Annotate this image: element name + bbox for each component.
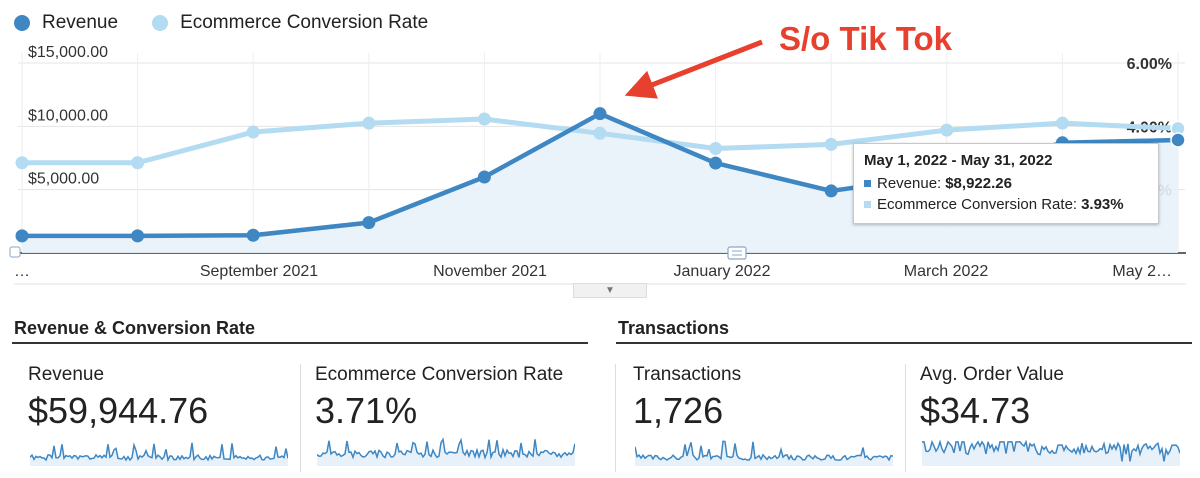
chart-tooltip: May 1, 2022 - May 31, 2022 Revenue: $8,9… xyxy=(853,143,1159,224)
tooltip-row-conversion: Ecommerce Conversion Rate: 3.93% xyxy=(864,196,1148,213)
sparkline xyxy=(317,437,575,466)
point-revenue[interactable] xyxy=(1170,132,1186,148)
point-revenue[interactable] xyxy=(362,216,376,230)
annotation-arrow xyxy=(624,39,763,99)
point-conversion-rate[interactable] xyxy=(131,156,145,170)
tooltip-square-conversion-icon xyxy=(864,201,871,208)
y-tick-label: $10,000.00 xyxy=(28,107,108,124)
sparkline xyxy=(30,442,288,466)
tooltip-label-revenue: Revenue: xyxy=(877,175,942,192)
sparkline-line xyxy=(30,442,288,463)
section-rule-right xyxy=(616,342,1192,344)
tooltip-row-revenue: Revenue: $8,922.26 xyxy=(864,175,1148,192)
point-conversion-rate[interactable] xyxy=(246,125,260,139)
sparkline-fill xyxy=(922,441,1180,466)
point-conversion-rate[interactable] xyxy=(709,142,723,155)
sparkline-line xyxy=(922,439,1180,462)
x-tick-label: November 2021 xyxy=(433,263,547,280)
metric-transactions[interactable]: Transactions 1,726 xyxy=(633,364,903,474)
point-conversion-rate[interactable] xyxy=(477,112,491,126)
sparkline-fill xyxy=(317,439,575,466)
metric-value: $59,944.76 xyxy=(28,390,209,431)
caret-down-icon: ▼ xyxy=(605,285,615,296)
annotation-marker-icon[interactable] xyxy=(727,246,747,260)
chart-legend: Revenue Ecommerce Conversion Rate xyxy=(14,12,462,34)
point-revenue[interactable] xyxy=(15,229,29,243)
legend-item-conversion-rate[interactable]: Ecommerce Conversion Rate xyxy=(152,12,428,34)
section-rule-left xyxy=(12,342,588,344)
sparkline-fill xyxy=(635,441,893,466)
metric-conversion-rate[interactable]: Ecommerce Conversion Rate 3.71% xyxy=(315,364,585,474)
metric-revenue[interactable]: Revenue $59,944.76 xyxy=(28,364,298,474)
tooltip-title: May 1, 2022 - May 31, 2022 xyxy=(864,152,1053,169)
point-revenue[interactable] xyxy=(824,184,838,198)
x-tick-label: May 2… xyxy=(1112,263,1172,280)
x-tick-label: March 2022 xyxy=(904,263,989,280)
y-tick-label: $5,000.00 xyxy=(28,171,99,188)
y2-tick-label: 6.00% xyxy=(1127,56,1172,73)
chart-collapse-button[interactable]: ▼ xyxy=(573,283,647,298)
sparkline-line xyxy=(635,440,893,462)
x-tick-label: September 2021 xyxy=(200,263,318,280)
data-points xyxy=(15,107,1186,243)
metric-label: Avg. Order Value xyxy=(920,364,1064,385)
metric-label: Ecommerce Conversion Rate xyxy=(315,364,564,385)
metric-value: $34.73 xyxy=(920,390,1031,431)
legend-dot-conversion-icon xyxy=(152,15,169,31)
metric-label: Revenue xyxy=(28,364,105,385)
metric-value: 1,726 xyxy=(633,390,724,431)
sparkline xyxy=(635,440,893,466)
tooltip-square-revenue-icon xyxy=(864,180,871,187)
point-revenue[interactable] xyxy=(709,156,723,170)
tooltip-value-conversion: 3.93% xyxy=(1081,196,1124,213)
axes: $15,000.00$10,000.00$5,000.006.00%4.00%%… xyxy=(14,44,1186,280)
point-conversion-rate[interactable] xyxy=(1055,116,1069,130)
point-revenue[interactable] xyxy=(593,107,607,121)
point-conversion-rate[interactable] xyxy=(940,123,954,137)
metric-avg-order-value[interactable]: Avg. Order Value $34.73 xyxy=(920,364,1190,474)
legend-item-revenue[interactable]: Revenue xyxy=(14,12,118,34)
x-tick-label: January 2022 xyxy=(674,263,771,280)
annotation-marker-icon[interactable] xyxy=(9,246,21,258)
point-conversion-rate[interactable] xyxy=(15,156,29,170)
sparkline-line xyxy=(317,437,575,460)
metric-label: Transactions xyxy=(633,364,742,385)
sparkline-fill xyxy=(30,442,288,466)
metric-separator xyxy=(300,364,301,472)
tooltip-label-conversion: Ecommerce Conversion Rate: xyxy=(877,196,1078,213)
point-revenue[interactable] xyxy=(246,228,260,242)
sparkline xyxy=(922,439,1180,466)
metric-separator xyxy=(905,364,906,472)
y-tick-label: $15,000.00 xyxy=(28,44,108,61)
point-revenue[interactable] xyxy=(131,229,145,243)
section-title-transactions: Transactions xyxy=(618,318,730,338)
point-conversion-rate[interactable] xyxy=(824,137,838,151)
section-title-revenue-conversion: Revenue & Conversion Rate xyxy=(14,318,256,338)
metric-separator xyxy=(615,364,616,472)
point-conversion-rate[interactable] xyxy=(362,116,376,130)
legend-dot-revenue-icon xyxy=(14,15,30,31)
annotation-text: S/o Tik Tok xyxy=(779,20,952,57)
point-conversion-rate[interactable] xyxy=(593,126,607,140)
metric-value: 3.71% xyxy=(315,390,418,431)
legend-label-revenue: Revenue xyxy=(42,12,119,33)
x-tick-label: … xyxy=(14,263,30,280)
legend-label-conversion-rate: Ecommerce Conversion Rate xyxy=(180,12,429,33)
tooltip-value-revenue: $8,922.26 xyxy=(945,175,1012,192)
point-revenue[interactable] xyxy=(477,170,491,184)
